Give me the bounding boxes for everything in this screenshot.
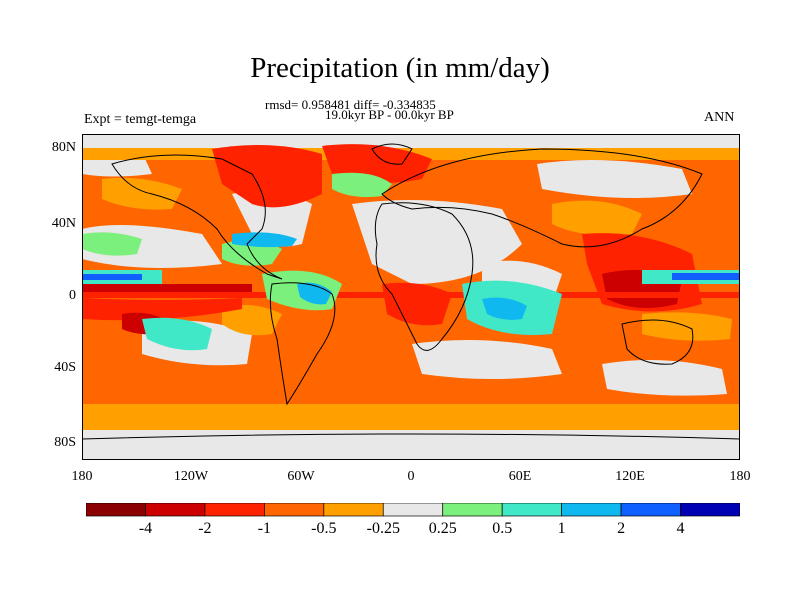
map-frame [82,134,740,460]
colorbar-cell [680,503,740,517]
coastlines [81,143,741,440]
colorbar-label: -1 [257,520,272,537]
lat-label-eq: 0 [69,288,76,303]
colorbar-label: 0.5 [492,520,513,537]
neutral-regions [82,134,740,460]
lon-label-180w: 180 [71,469,93,484]
lat-label-80n: 80N [51,140,76,155]
colorbar [86,503,740,517]
colorbar-label: -0.25 [366,520,400,537]
colorbar-cell [264,503,325,517]
antarctica-outline [81,433,741,440]
stats-text: rmsd= 0.958481 diff= -0.334835 [265,97,436,112]
lon-label-120w: 120W [173,469,209,484]
south-america-outline [269,282,336,406]
period-text: 19.0kyr BP - 00.0kyr BP [325,107,454,122]
season-label: ANN [704,110,735,125]
lat-label-40s: 40S [54,360,76,375]
colorbar-cell [323,503,384,517]
colorbar-cell [382,503,444,517]
colorbar-cell [561,503,622,517]
colorbar-cell [204,503,265,517]
colorbar-label: 4 [676,520,685,537]
eurasia-outline [381,148,703,248]
lat-label-40n: 40N [51,216,76,231]
colorbar-label: -2 [198,520,212,537]
lon-label-180e: 180 [729,469,751,484]
lon-label-0: 0 [407,469,415,484]
lon-label-60e: 60E [508,469,532,484]
colorbar-cell [86,503,146,517]
colorbar-cell [145,503,206,517]
lon-label-120e: 120E [615,469,645,484]
greenland-outline [371,143,413,165]
wetting-regions [82,172,740,351]
australia-outline [621,319,694,365]
colorbar-cell [620,503,681,517]
colorbar-label: -4 [138,520,153,537]
precip-map [81,134,741,460]
map-panel [81,134,741,460]
colorbar-label: 0.25 [428,520,457,537]
north-america-outline [111,154,283,280]
colorbar-cell [501,503,562,517]
experiment-label: Expt = temgt-temga [84,112,197,127]
africa-outline [374,202,474,351]
lon-label-60w: 60W [287,469,315,484]
colorbar-cell [442,503,503,517]
colorbar-label: 1 [557,520,566,537]
colorbar-label: 2 [617,520,626,537]
map-title: Precipitation (in mm/day) [250,52,550,84]
colorbar-label: -0.5 [311,520,337,537]
lat-label-80s: 80S [54,435,76,450]
